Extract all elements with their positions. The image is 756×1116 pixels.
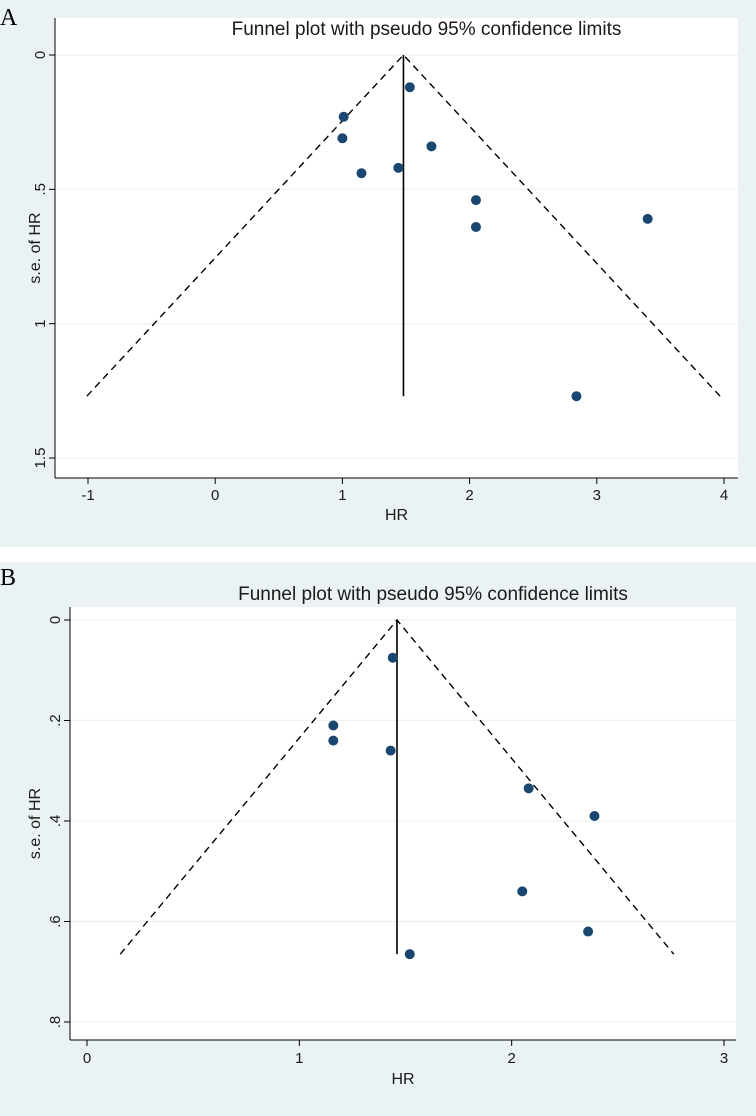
chart-title: Funnel plot with pseudo 95% confidence l… [232,19,622,40]
y-axis-title: s.e. of HR [27,212,44,283]
x-tick-label: -1 [81,487,94,504]
data-point [571,391,582,402]
data-point [404,949,415,960]
data-point [523,783,534,794]
x-tick-label: 2 [465,487,473,504]
plot-area [55,18,738,478]
x-tick-label: 2 [507,1050,515,1067]
gridlines [70,619,736,1023]
data-points [337,82,653,402]
funnel-plot-b: B 0 .2 .4 .6 .8 0 1 2 3 HR s.e. of HR Funnel plot wi… [0,562,756,1116]
y-tick-label: .2 [47,714,64,727]
y-tick-label: .4 [47,815,64,828]
y-axis-title: s.e. of HR [27,788,44,859]
y-tick-label: .8 [47,1016,64,1029]
chart-title: Funnel plot with pseudo 95% confidence l… [238,584,628,605]
funnel-plot-a: A 0 .5 1 1.5 -1 0 1 2 3 4 HR s.e. of HR Funnel plot w… [0,0,756,547]
data-point [385,745,396,756]
data-point [338,111,349,122]
data-points [328,652,600,960]
gridlines [55,54,738,459]
x-axis-title: HR [385,507,408,524]
data-point [387,652,398,663]
x-tick-label: 1 [295,1050,303,1067]
data-point [470,195,481,206]
y-tick-label: 1 [32,319,49,327]
data-point [589,810,600,821]
panel-letter: A [0,5,18,31]
x-tick-label: 0 [211,487,219,504]
data-point [328,735,339,746]
data-point [356,168,367,179]
data-point [328,720,339,731]
data-point [426,141,437,152]
x-tick-label: 3 [720,1050,728,1067]
data-point [393,162,404,173]
y-tick-label: 0 [32,51,49,59]
x-tick-label: 4 [720,487,728,504]
panel-letter: B [0,565,16,591]
x-axis-title: HR [391,1071,414,1088]
data-point [583,926,594,937]
x-tick-label: 0 [83,1050,91,1067]
x-tick-label: 3 [593,487,601,504]
data-point [642,213,653,224]
data-point [470,221,481,232]
confidence-limit-funnel [119,618,675,955]
plot-area [70,607,736,1040]
y-tick-label: .5 [32,183,49,196]
data-point [404,82,415,93]
data-point [337,133,348,144]
y-tick-label: 0 [47,616,64,624]
y-tick-label: .6 [47,915,64,928]
y-tick-label: 1.5 [32,448,49,469]
x-tick-label: 1 [338,487,346,504]
data-point [517,886,528,897]
